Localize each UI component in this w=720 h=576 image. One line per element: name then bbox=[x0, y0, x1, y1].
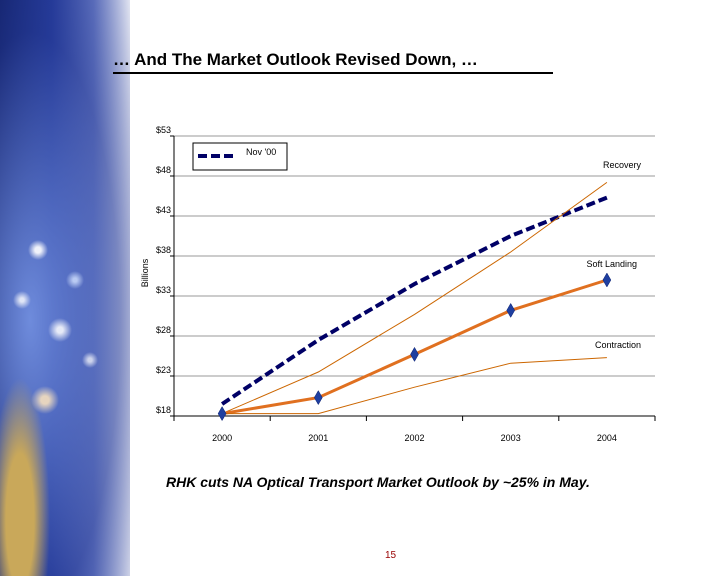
fiber-optic-background bbox=[0, 0, 130, 576]
grid-lines bbox=[174, 135, 655, 377]
legend-entry: Nov '00 bbox=[246, 147, 276, 157]
axes bbox=[170, 135, 656, 421]
x-tick-label: 2001 bbox=[308, 433, 328, 443]
series-label: Contraction bbox=[595, 340, 641, 350]
data-markers bbox=[217, 272, 612, 422]
diamond-marker bbox=[314, 390, 323, 406]
diamond-marker bbox=[410, 346, 419, 362]
diamond-marker bbox=[217, 406, 227, 422]
legend: Nov '00 bbox=[192, 142, 288, 171]
series-line-contraction bbox=[222, 357, 607, 415]
series-lines bbox=[220, 181, 608, 416]
x-tick-label: 2003 bbox=[501, 433, 521, 443]
series-label: Soft Landing bbox=[586, 259, 637, 269]
y-tick-label: $28 bbox=[156, 325, 171, 335]
y-tick-label: $18 bbox=[156, 405, 171, 415]
x-tick-label: 2000 bbox=[212, 433, 232, 443]
series-label: Recovery bbox=[603, 160, 642, 170]
series-line-recovery bbox=[221, 181, 608, 415]
x-tick-label: 2004 bbox=[597, 433, 617, 443]
series-line-nov-00 bbox=[220, 195, 608, 406]
page-number: 15 bbox=[385, 550, 397, 561]
y-tick-label: $23 bbox=[156, 365, 171, 375]
diamond-marker bbox=[602, 272, 612, 288]
slide-caption: RHK cuts NA Optical Transport Market Out… bbox=[166, 474, 590, 490]
y-tick-label: $53 bbox=[156, 125, 171, 135]
x-tick-label: 2002 bbox=[404, 433, 424, 443]
y-axis-title: Billions bbox=[140, 258, 150, 287]
y-tick-label: $48 bbox=[156, 165, 171, 175]
title-underline bbox=[113, 72, 553, 74]
series-line-soft-landing bbox=[221, 278, 608, 416]
y-tick-label: $33 bbox=[156, 285, 171, 295]
diamond-marker bbox=[506, 302, 515, 318]
y-tick-label: $43 bbox=[156, 205, 171, 215]
legend-box bbox=[192, 142, 288, 171]
chart-labels: $18 $23 $28 $33 $38 $43 $48 $53 2000 2001 2002 2003… bbox=[140, 125, 641, 443]
y-tick-label: $38 bbox=[156, 245, 171, 255]
page-title: … And The Market Outlook Revised Down, … bbox=[113, 50, 478, 69]
